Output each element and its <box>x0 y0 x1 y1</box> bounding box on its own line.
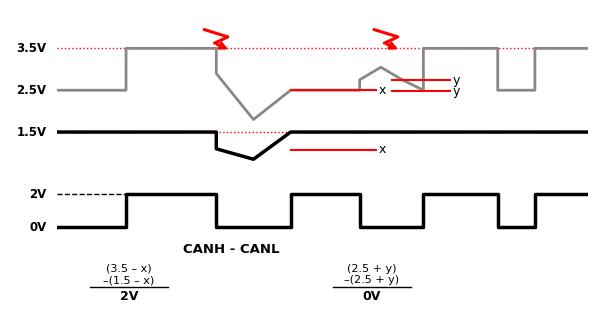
Text: x: x <box>378 84 386 97</box>
Text: (2.5 + y): (2.5 + y) <box>347 264 397 274</box>
Text: 2.5V: 2.5V <box>16 84 46 97</box>
Text: –(2.5 + y): –(2.5 + y) <box>344 275 400 286</box>
Text: (3.5 – x): (3.5 – x) <box>106 264 152 274</box>
Text: y: y <box>452 74 460 87</box>
Text: y: y <box>452 85 460 98</box>
Text: x: x <box>378 143 386 156</box>
Text: 0V: 0V <box>363 290 381 303</box>
Text: 3.5V: 3.5V <box>16 42 46 55</box>
Text: 2V: 2V <box>29 188 46 201</box>
Text: –(1.5 – x): –(1.5 – x) <box>103 275 155 286</box>
Text: 2V: 2V <box>120 290 138 303</box>
Text: 0V: 0V <box>29 221 46 234</box>
Text: 1.5V: 1.5V <box>16 126 46 139</box>
Text: CANH - CANL: CANH - CANL <box>183 243 279 256</box>
